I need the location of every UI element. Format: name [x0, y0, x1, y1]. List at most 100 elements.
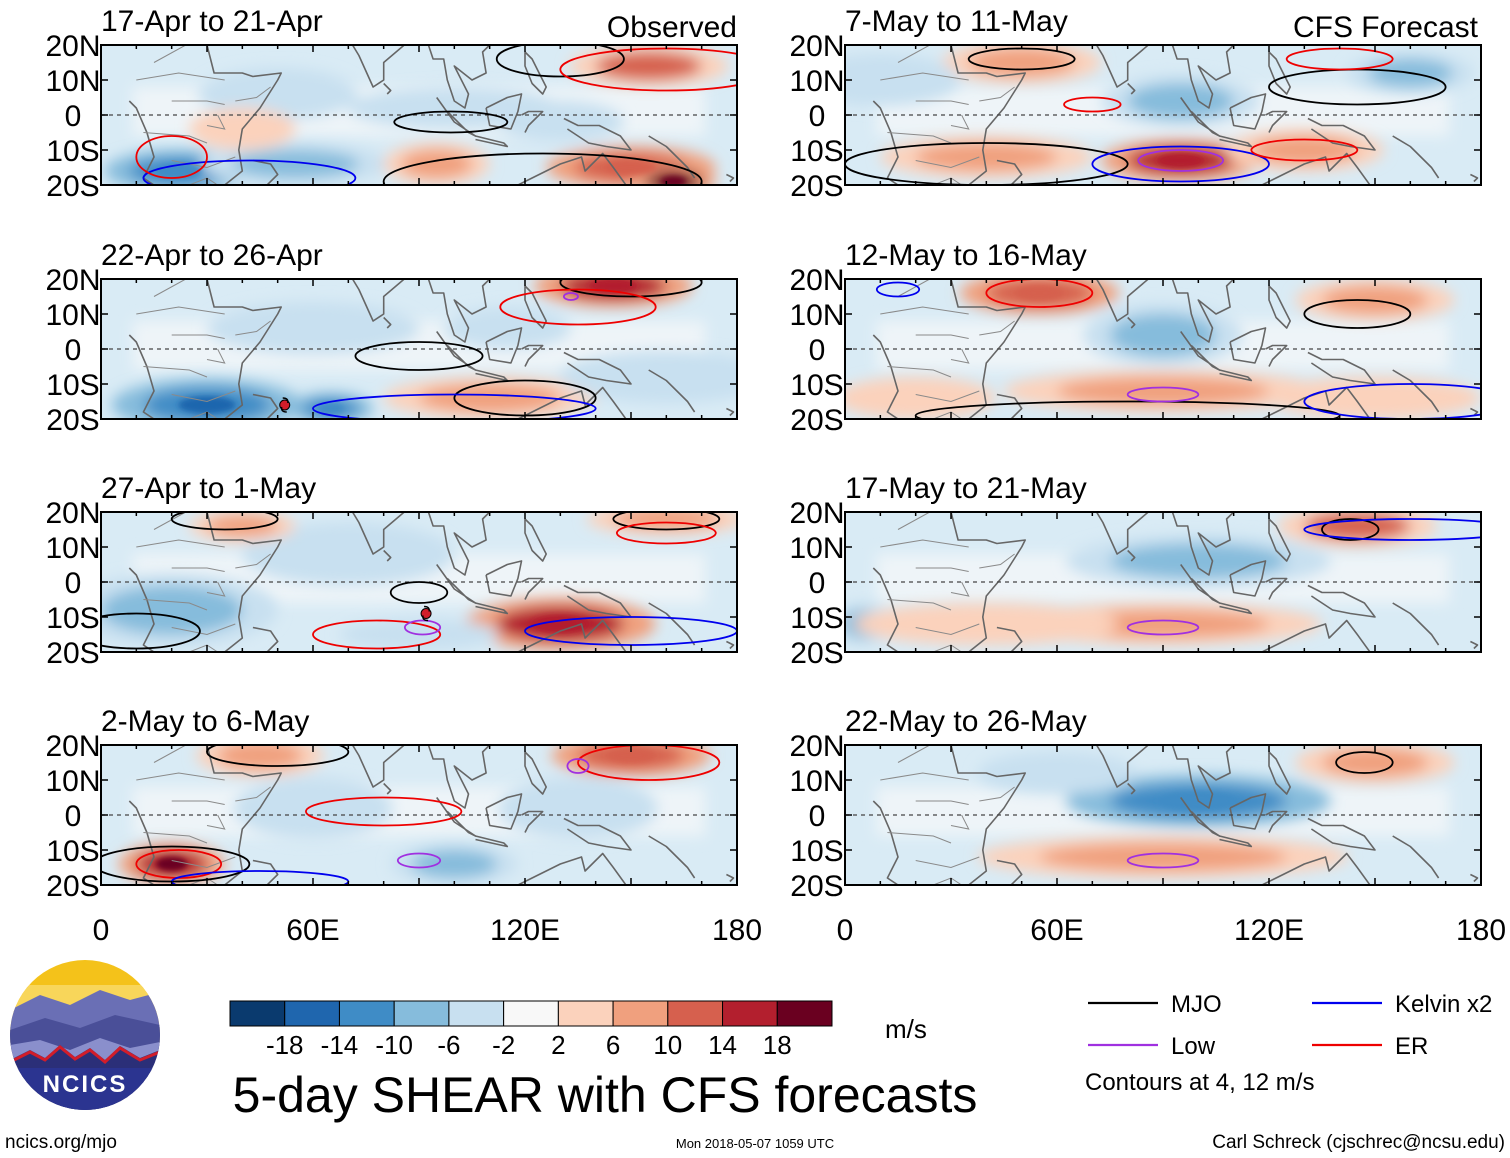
colorbar-swatch [722, 1000, 778, 1027]
coastline [427, 512, 491, 576]
shear-core [178, 396, 236, 414]
border [206, 114, 226, 130]
y-tick-label: 0 [65, 567, 82, 600]
forecast-label: CFS Forecast [1293, 11, 1479, 44]
y-tick-label: 10S [46, 135, 99, 168]
coastline [284, 279, 406, 322]
border [171, 567, 225, 572]
colorbar-tick-label: -10 [375, 1030, 413, 1060]
border [235, 86, 271, 102]
contour-mjo [495, 45, 625, 78]
coastline [1127, 549, 1136, 562]
coastline [485, 327, 523, 364]
border [143, 366, 208, 378]
coastline [996, 859, 1023, 885]
contour-low [396, 852, 442, 869]
coastline [726, 640, 735, 650]
colorbar-tick-label: 2 [551, 1030, 565, 1060]
coastline [1268, 751, 1291, 795]
x-tick-label: 180 [1456, 914, 1506, 947]
colorbar-swatch [776, 1000, 833, 1027]
coastline [1307, 584, 1376, 618]
border [979, 86, 1015, 102]
contour-low [403, 619, 442, 636]
border [171, 856, 236, 869]
coastline [1392, 369, 1440, 413]
coastline [1307, 351, 1376, 385]
coastline [1219, 369, 1253, 382]
shear-core [155, 857, 188, 871]
coastline [1229, 327, 1267, 364]
contour-kelvin-x2 [875, 281, 921, 298]
coastline [1265, 110, 1288, 133]
coastline [1265, 577, 1288, 600]
border [887, 132, 952, 144]
coastline [1260, 619, 1371, 652]
border [915, 334, 969, 339]
contour-er [1250, 138, 1359, 162]
contour-er [305, 796, 463, 827]
border [979, 320, 1015, 336]
border [897, 45, 959, 63]
shear-core [317, 403, 344, 414]
coastline [206, 745, 282, 885]
shear-blob [595, 359, 737, 395]
shear-blob [1251, 136, 1358, 164]
colorbar-tick-label: -6 [437, 1030, 460, 1060]
coastline [516, 386, 627, 419]
shear-blob [1304, 384, 1446, 412]
shear-blob [1322, 748, 1428, 777]
border [880, 539, 969, 548]
colorbar-tick-label: -18 [266, 1030, 304, 1060]
legend-label: Low [1171, 1033, 1216, 1060]
border [206, 348, 226, 364]
coastline [475, 835, 509, 848]
panel-period: 22-May to 26-May [845, 705, 1087, 738]
shear-blob [613, 512, 720, 530]
main-title: 5-day SHEAR with CFS forecasts [233, 1067, 978, 1123]
coastline [252, 393, 279, 419]
y-tick-label: 10N [45, 65, 100, 98]
legend-entry-low: Low [1088, 1033, 1216, 1060]
coastline [284, 512, 406, 555]
contour-er [1063, 96, 1122, 113]
y-tick-label: 0 [65, 334, 82, 367]
colorbar-swatch [667, 1000, 724, 1027]
border [887, 832, 952, 844]
panel-period: 12-May to 16-May [845, 239, 1087, 272]
x-tick-label: 120E [1234, 914, 1304, 947]
border [235, 320, 271, 336]
contour-kelvin-x2 [142, 159, 357, 185]
coastline [1171, 45, 1235, 109]
panel-period: 7-May to 11-May [845, 5, 1068, 38]
y-tick-label: 20N [789, 264, 844, 297]
border [235, 786, 271, 802]
observed-label: Observed [607, 11, 737, 44]
coastline [1470, 173, 1479, 183]
border [880, 72, 969, 81]
border [915, 856, 980, 869]
x-tick-label: 0 [837, 914, 854, 947]
y-tick-label: 10N [789, 765, 844, 798]
coastline [427, 745, 491, 809]
contour-er [577, 745, 721, 781]
border [171, 334, 225, 339]
colorbar-tick-label: -2 [492, 1030, 515, 1060]
contour-er [499, 288, 657, 326]
shear-blob [224, 76, 331, 112]
coastline [383, 782, 392, 795]
y-tick-label: 20S [790, 170, 843, 203]
y-tick-label: 10N [789, 65, 844, 98]
footer-url: ncics.org/mjo [5, 1132, 117, 1153]
coastline [1265, 344, 1288, 367]
border [206, 581, 226, 597]
coastline [383, 82, 392, 95]
y-tick-label: 20N [789, 30, 844, 63]
shear-core [1015, 286, 1064, 300]
border [171, 100, 225, 105]
shear-core [1156, 153, 1205, 168]
border [206, 814, 226, 830]
border [320, 710, 355, 731]
border [950, 581, 970, 597]
